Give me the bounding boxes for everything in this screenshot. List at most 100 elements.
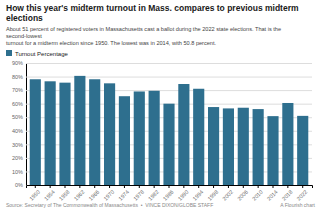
tick-line xyxy=(258,185,259,188)
x-tick-label: 1974 xyxy=(117,189,130,202)
bar xyxy=(104,83,115,185)
bar xyxy=(282,103,293,185)
x-tick-label: 2014 xyxy=(266,189,279,202)
x-tick: 1994 xyxy=(192,185,205,202)
chart: How this year's midterm turnout in Mass.… xyxy=(0,0,320,211)
y-tick: 80% xyxy=(12,74,312,80)
x-tick-label: 1962 xyxy=(73,189,86,202)
x-tick: 1950 xyxy=(28,185,41,202)
y-tick: 70% xyxy=(12,87,312,93)
y-tick-label: 10% xyxy=(12,169,23,175)
bar xyxy=(253,109,264,185)
x-tick-label: 2002 xyxy=(221,189,234,202)
x-tick: 2010 xyxy=(251,185,264,202)
tick-line xyxy=(213,185,214,188)
x-tick: 1966 xyxy=(88,185,101,202)
y-tick-label: 30% xyxy=(12,142,23,148)
bar xyxy=(89,79,100,185)
bar xyxy=(119,96,130,185)
x-tick: 2022 xyxy=(296,185,309,202)
x-tick-label: 1982 xyxy=(147,189,160,202)
x-tick-label: 2018 xyxy=(281,189,294,202)
watermark: A Flourish chart xyxy=(280,202,315,208)
tick-line xyxy=(94,185,95,188)
bar xyxy=(59,83,70,185)
x-axis-line xyxy=(27,186,313,189)
tick-line xyxy=(124,185,125,188)
tick-line xyxy=(35,185,36,188)
tick-line xyxy=(79,185,80,188)
source: Source: Secretary of The Commonwealth of… xyxy=(6,202,213,208)
grid-line xyxy=(26,63,312,64)
y-tick-label: 50% xyxy=(12,114,23,120)
x-tick: 1974 xyxy=(117,185,130,202)
y-axis-line xyxy=(26,64,27,186)
bar xyxy=(223,108,234,185)
y-tick: 90% xyxy=(12,60,312,66)
x-tick-label: 1998 xyxy=(206,189,219,202)
x-tick-label: 1986 xyxy=(162,189,175,202)
x-tick-label: 1990 xyxy=(177,189,190,202)
y-tick: 50% xyxy=(12,114,312,120)
bars xyxy=(30,76,309,185)
tick-line xyxy=(287,185,288,188)
title: How this year's midterm turnout in Mass.… xyxy=(6,3,299,23)
x-tick: 2002 xyxy=(221,185,234,202)
x-tick-label: 1966 xyxy=(88,189,101,202)
y-tick-label: 70% xyxy=(12,87,23,93)
y-tick-label: 40% xyxy=(12,128,23,134)
y-tick-label: 60% xyxy=(12,101,23,107)
text-line: turnout for a midterm election since 195… xyxy=(6,40,217,46)
y-tick-label: 80% xyxy=(12,74,23,80)
bar xyxy=(74,76,85,185)
x-tick: 2018 xyxy=(281,185,294,202)
y-tick: 10% xyxy=(12,169,312,175)
bar xyxy=(45,81,56,185)
legend: Turnout Percentage xyxy=(6,50,68,57)
y-tick: 40% xyxy=(12,128,312,134)
x-tick: 2014 xyxy=(266,185,279,202)
bar xyxy=(134,91,145,185)
legend-label: Turnout Percentage xyxy=(15,51,68,57)
y-tick-label: 20% xyxy=(12,155,23,161)
text-line: second-lowest xyxy=(6,33,42,39)
x-tick-label: 1954 xyxy=(43,189,56,202)
text-line: About 51 percent of registered voters in… xyxy=(6,26,281,32)
x-tick: 2006 xyxy=(236,185,249,202)
x-axis: 1950195419581962196619701974197819821986… xyxy=(27,185,313,202)
y-tick-label: 0% xyxy=(15,182,23,188)
x-tick-label: 1950 xyxy=(28,189,41,202)
y-tick: 20% xyxy=(12,155,312,161)
x-tick-label: 1994 xyxy=(192,189,205,202)
subtitle: About 51 percent of registered voters in… xyxy=(6,26,281,46)
tick-line xyxy=(139,185,140,188)
x-tick: 1978 xyxy=(132,185,145,202)
x-tick: 1990 xyxy=(177,185,190,202)
bar xyxy=(208,107,219,185)
tick-line xyxy=(169,185,170,188)
tick-line xyxy=(273,185,274,188)
y-tick-label: 90% xyxy=(12,60,23,66)
bar xyxy=(30,79,41,185)
y-tick: 30% xyxy=(12,142,312,148)
bar xyxy=(267,116,278,185)
x-tick-label: 1970 xyxy=(102,189,115,202)
x-tick: 1958 xyxy=(58,185,71,202)
legend-swatch xyxy=(6,50,12,56)
bar xyxy=(149,91,160,185)
tick-line xyxy=(65,185,66,188)
x-tick: 1982 xyxy=(147,185,160,202)
text-line: How this year's midterm turnout in Mass.… xyxy=(6,3,299,13)
plot: 0% 10% 20% 30% 40% 50% 60% 70% 80% 90% 19501954195… xyxy=(12,60,313,201)
x-tick: 1954 xyxy=(43,185,56,202)
x-tick: 1998 xyxy=(206,185,219,202)
x-tick: 1962 xyxy=(73,185,86,202)
tick-line xyxy=(228,185,229,188)
grid-line xyxy=(26,77,312,78)
bar xyxy=(178,84,189,185)
x-tick-label: 1978 xyxy=(132,189,145,202)
tick-line xyxy=(198,185,199,188)
tick-line xyxy=(109,185,110,188)
bar xyxy=(238,108,249,185)
bar xyxy=(163,104,174,185)
